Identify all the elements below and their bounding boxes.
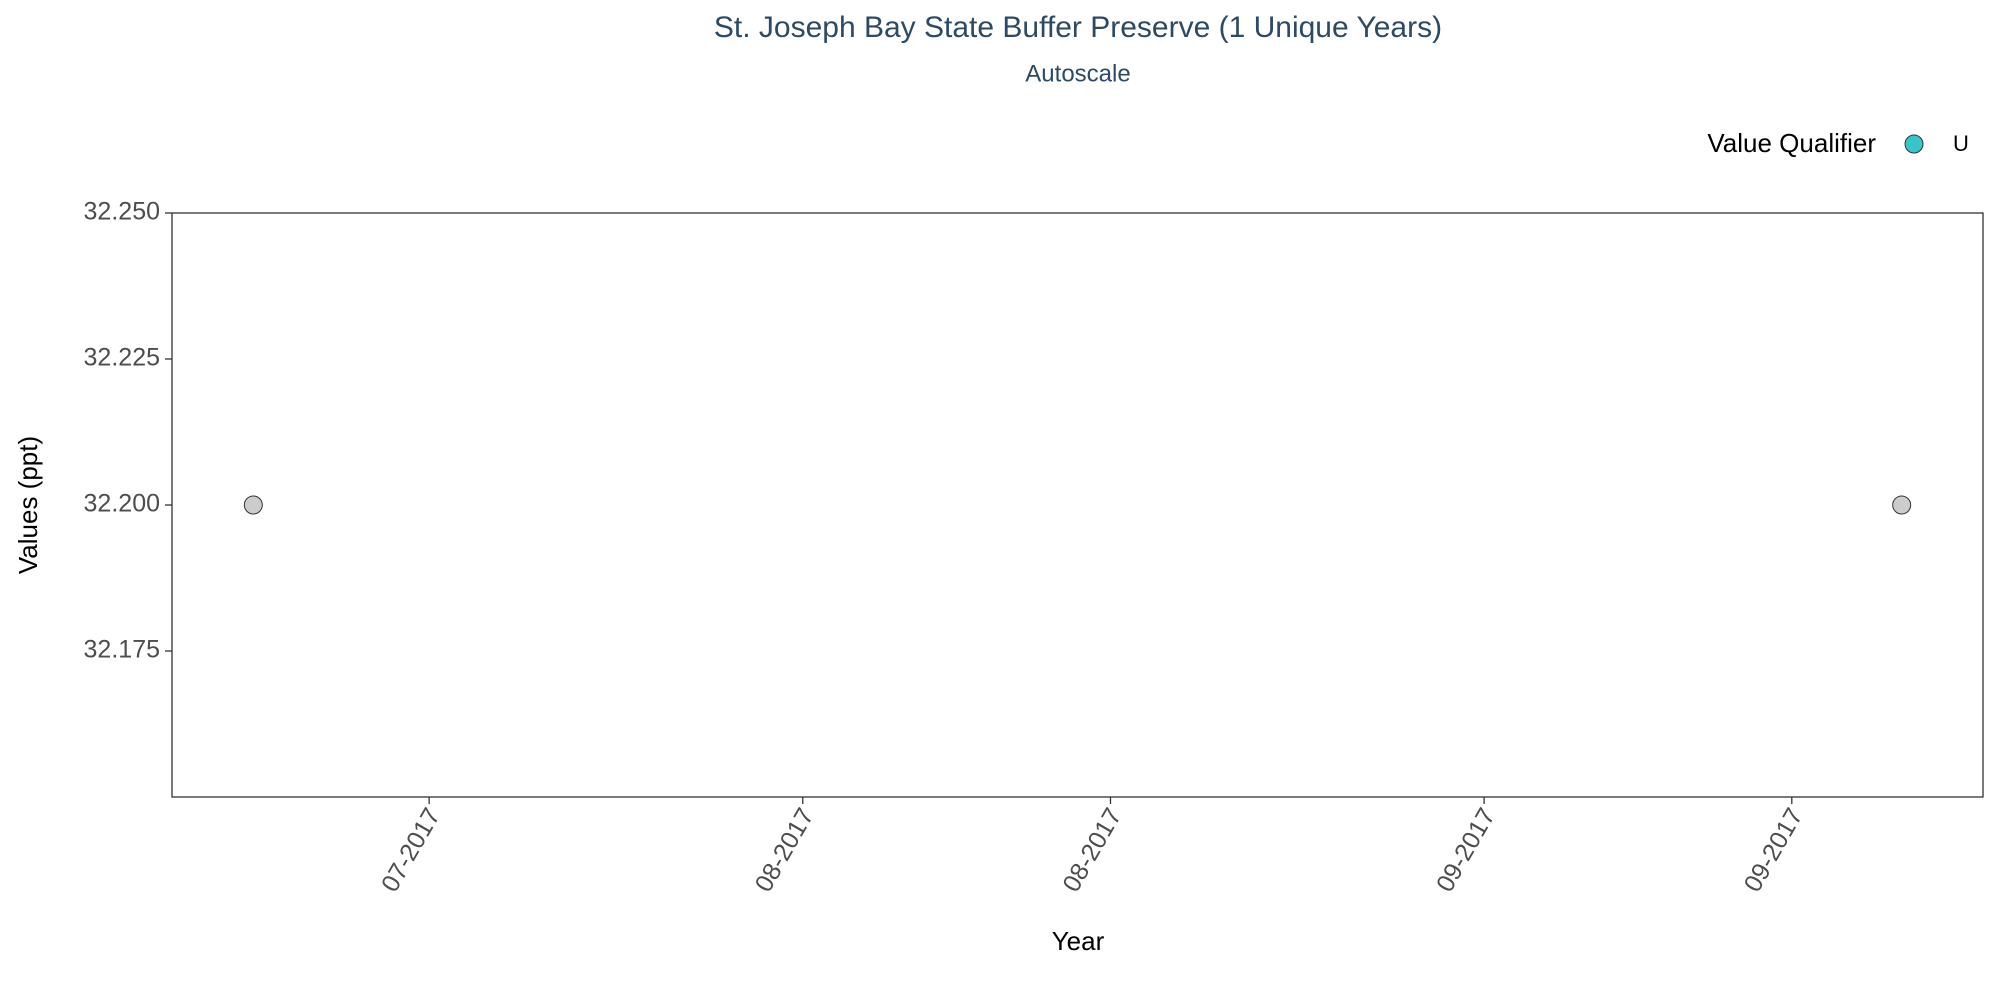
legend-label: U [1953, 131, 1969, 156]
y-tick-label: 32.200 [84, 490, 160, 518]
x-axis-title: Year [1052, 926, 1105, 956]
y-axis-title: Values (ppt) [13, 436, 43, 574]
x-tick-label: 07-2017 [376, 803, 446, 896]
chart-title: St. Joseph Bay State Buffer Preserve (1 … [714, 11, 1442, 44]
legend-title: Value Qualifier [1707, 128, 1876, 158]
legend-marker [1904, 134, 1924, 154]
point [243, 495, 263, 515]
x-tick-label: 08-2017 [1057, 803, 1127, 896]
y-tick-label: 32.175 [84, 636, 160, 664]
y-tick-label: 32.225 [84, 344, 160, 372]
x-tick-label: 09-2017 [1739, 803, 1809, 896]
x-tick-label: 09-2017 [1431, 803, 1501, 896]
point [1892, 495, 1912, 515]
y-tick-label: 32.250 [84, 198, 160, 226]
chart-subtitle: Autoscale [1025, 60, 1130, 87]
x-tick-label: 08-2017 [750, 803, 820, 896]
plot-border [171, 212, 1984, 798]
